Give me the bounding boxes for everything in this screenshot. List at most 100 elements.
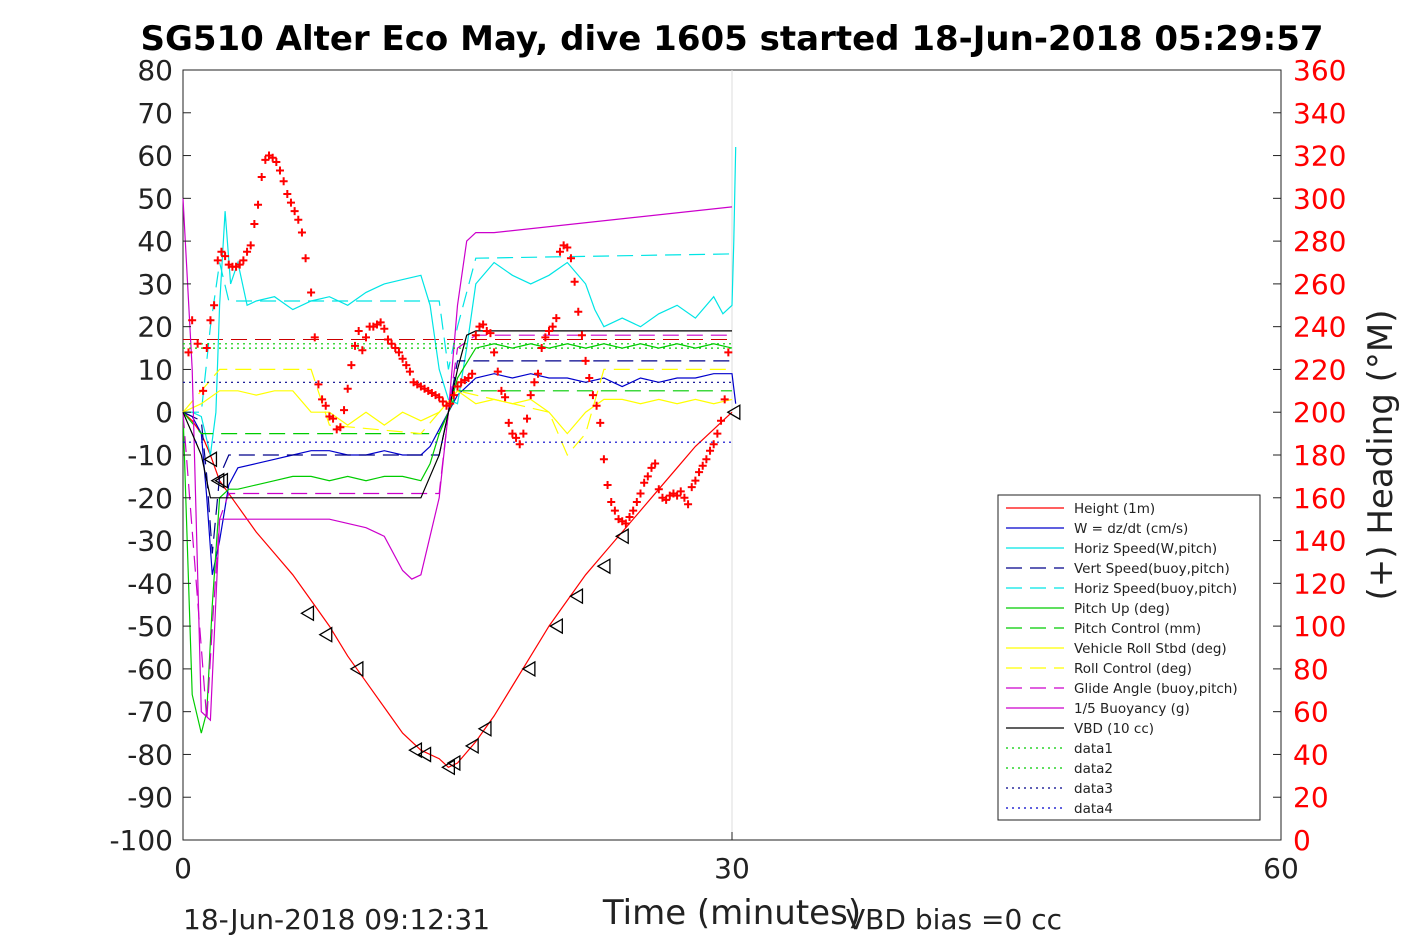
heading-marker [221,252,230,261]
heading-marker [720,395,729,404]
heading-marker [268,153,277,162]
heading-marker [283,190,292,199]
series-line-height-1m [182,411,733,769]
heading-marker [607,498,616,507]
data-marks [182,147,741,776]
heading-marker [210,301,219,310]
heading-marker [643,472,652,481]
y-right-tick-label: 20 [1293,781,1329,814]
heading-marker [286,198,295,207]
heading-marker [239,256,248,265]
legend-label: Pitch Up (deg) [1074,601,1170,617]
heading-marker [545,326,553,335]
depth-triangle-marker [521,660,536,678]
heading-marker [261,155,270,164]
heading-marker [640,478,649,487]
heading-marker [343,384,352,393]
heading-marker [307,288,316,297]
y-right-tick-label: 360 [1293,54,1346,87]
y-right-axis-label: (+) Heading (°M) [1361,310,1401,601]
legend-label: VBD (10 cc) [1074,721,1154,737]
heading-marker [188,316,197,325]
heading-marker [358,346,367,355]
footer-vbd-bias: VBD bias =0 cc [846,903,1062,936]
heading-marker [519,429,528,438]
series-line-1-5-buoyancy-g [182,198,733,722]
legend: Height (1m) W = dz/dt (cm/s) Horiz Speed(W… [997,494,1261,821]
heading-marker [636,489,645,498]
series-line-vert-speed-buoy-pitch [182,360,732,554]
heading-marker [362,333,370,342]
heading-marker [534,369,543,378]
y-right-tick-label: 200 [1293,396,1346,429]
depth-triangle-marker [477,720,492,737]
y-right-tick-label: 300 [1293,182,1346,215]
legend-label: data2 [1074,761,1113,777]
depth-triangle-marker [569,588,584,605]
footer-timestamp: 18-Jun-2018 09:12:31 [183,903,490,936]
x-tick-label: 30 [714,852,750,885]
heading-marker [471,331,480,340]
y-right-tick-label: 180 [1293,439,1346,472]
heading-marker [318,395,327,404]
heading-marker [570,277,579,286]
y-left-tick-label: -70 [127,696,173,729]
legend-label: data3 [1074,781,1113,797]
heading-marker [603,480,612,489]
series-line-roll-control-deg [182,368,732,457]
depth-triangle-marker [210,472,225,489]
heading-marker [321,401,330,410]
y-left-tick-label: -80 [127,738,173,771]
heading-marker [243,247,252,256]
y-left-tick-label: -10 [127,439,173,472]
y-left-tick-label: 40 [137,225,173,258]
heading-marker [184,348,193,357]
heading-marker [206,316,215,325]
y-left-tick-label: -40 [127,567,173,600]
y-right-tick-label: 240 [1293,311,1346,344]
heading-marker [391,344,400,353]
heading-marker [254,200,263,209]
y-left-tick-label: 80 [137,54,173,87]
heading-marker [468,369,477,378]
heading-marker [347,361,356,370]
depth-triangle-marker [300,605,315,622]
y-right-tick-label: 60 [1293,696,1329,729]
heading-marker [301,254,310,263]
depth-triangle-marker [417,746,432,763]
heading-marker [329,414,338,423]
heading-marker [199,386,208,395]
legend-label: Height (1m) [1074,501,1155,517]
heading-marker [621,519,630,528]
y-left-tick-label: 0 [155,396,173,429]
heading-marker [713,429,722,438]
y-left-tick-label: 50 [137,182,173,215]
depth-triangle-marker [408,742,423,759]
depth-triangle-marker [203,451,218,468]
heading-marker [449,391,458,400]
heading-marker [202,344,211,353]
heading-marker [193,339,202,348]
y-right-tick-label: 80 [1293,653,1329,686]
y-left-tick-label: -60 [127,653,173,686]
heading-marker [548,322,557,331]
heading-marker [596,418,605,427]
heading-marker [684,500,693,509]
heading-marker [380,324,389,333]
depth-triangle-marker [446,754,461,772]
y-left-tick-label: 20 [137,311,173,344]
heading-marker [724,348,733,357]
legend-box [997,494,1261,821]
legend-label: Vert Speed(buoy,pitch) [1074,561,1230,577]
heading-marker [563,243,572,252]
legend-label: Glide Angle (buoy,pitch) [1074,681,1238,697]
y-left-tick-label: -50 [127,610,173,643]
heading-marker [376,318,385,327]
heading-marker [351,341,360,350]
y-right-tick-label: 340 [1293,97,1346,130]
heading-marker [695,468,704,477]
heading-marker [680,493,689,502]
y-left-tick-label: 10 [137,353,173,386]
heading-marker [486,329,495,338]
y-left-tick-label: -30 [127,525,173,558]
